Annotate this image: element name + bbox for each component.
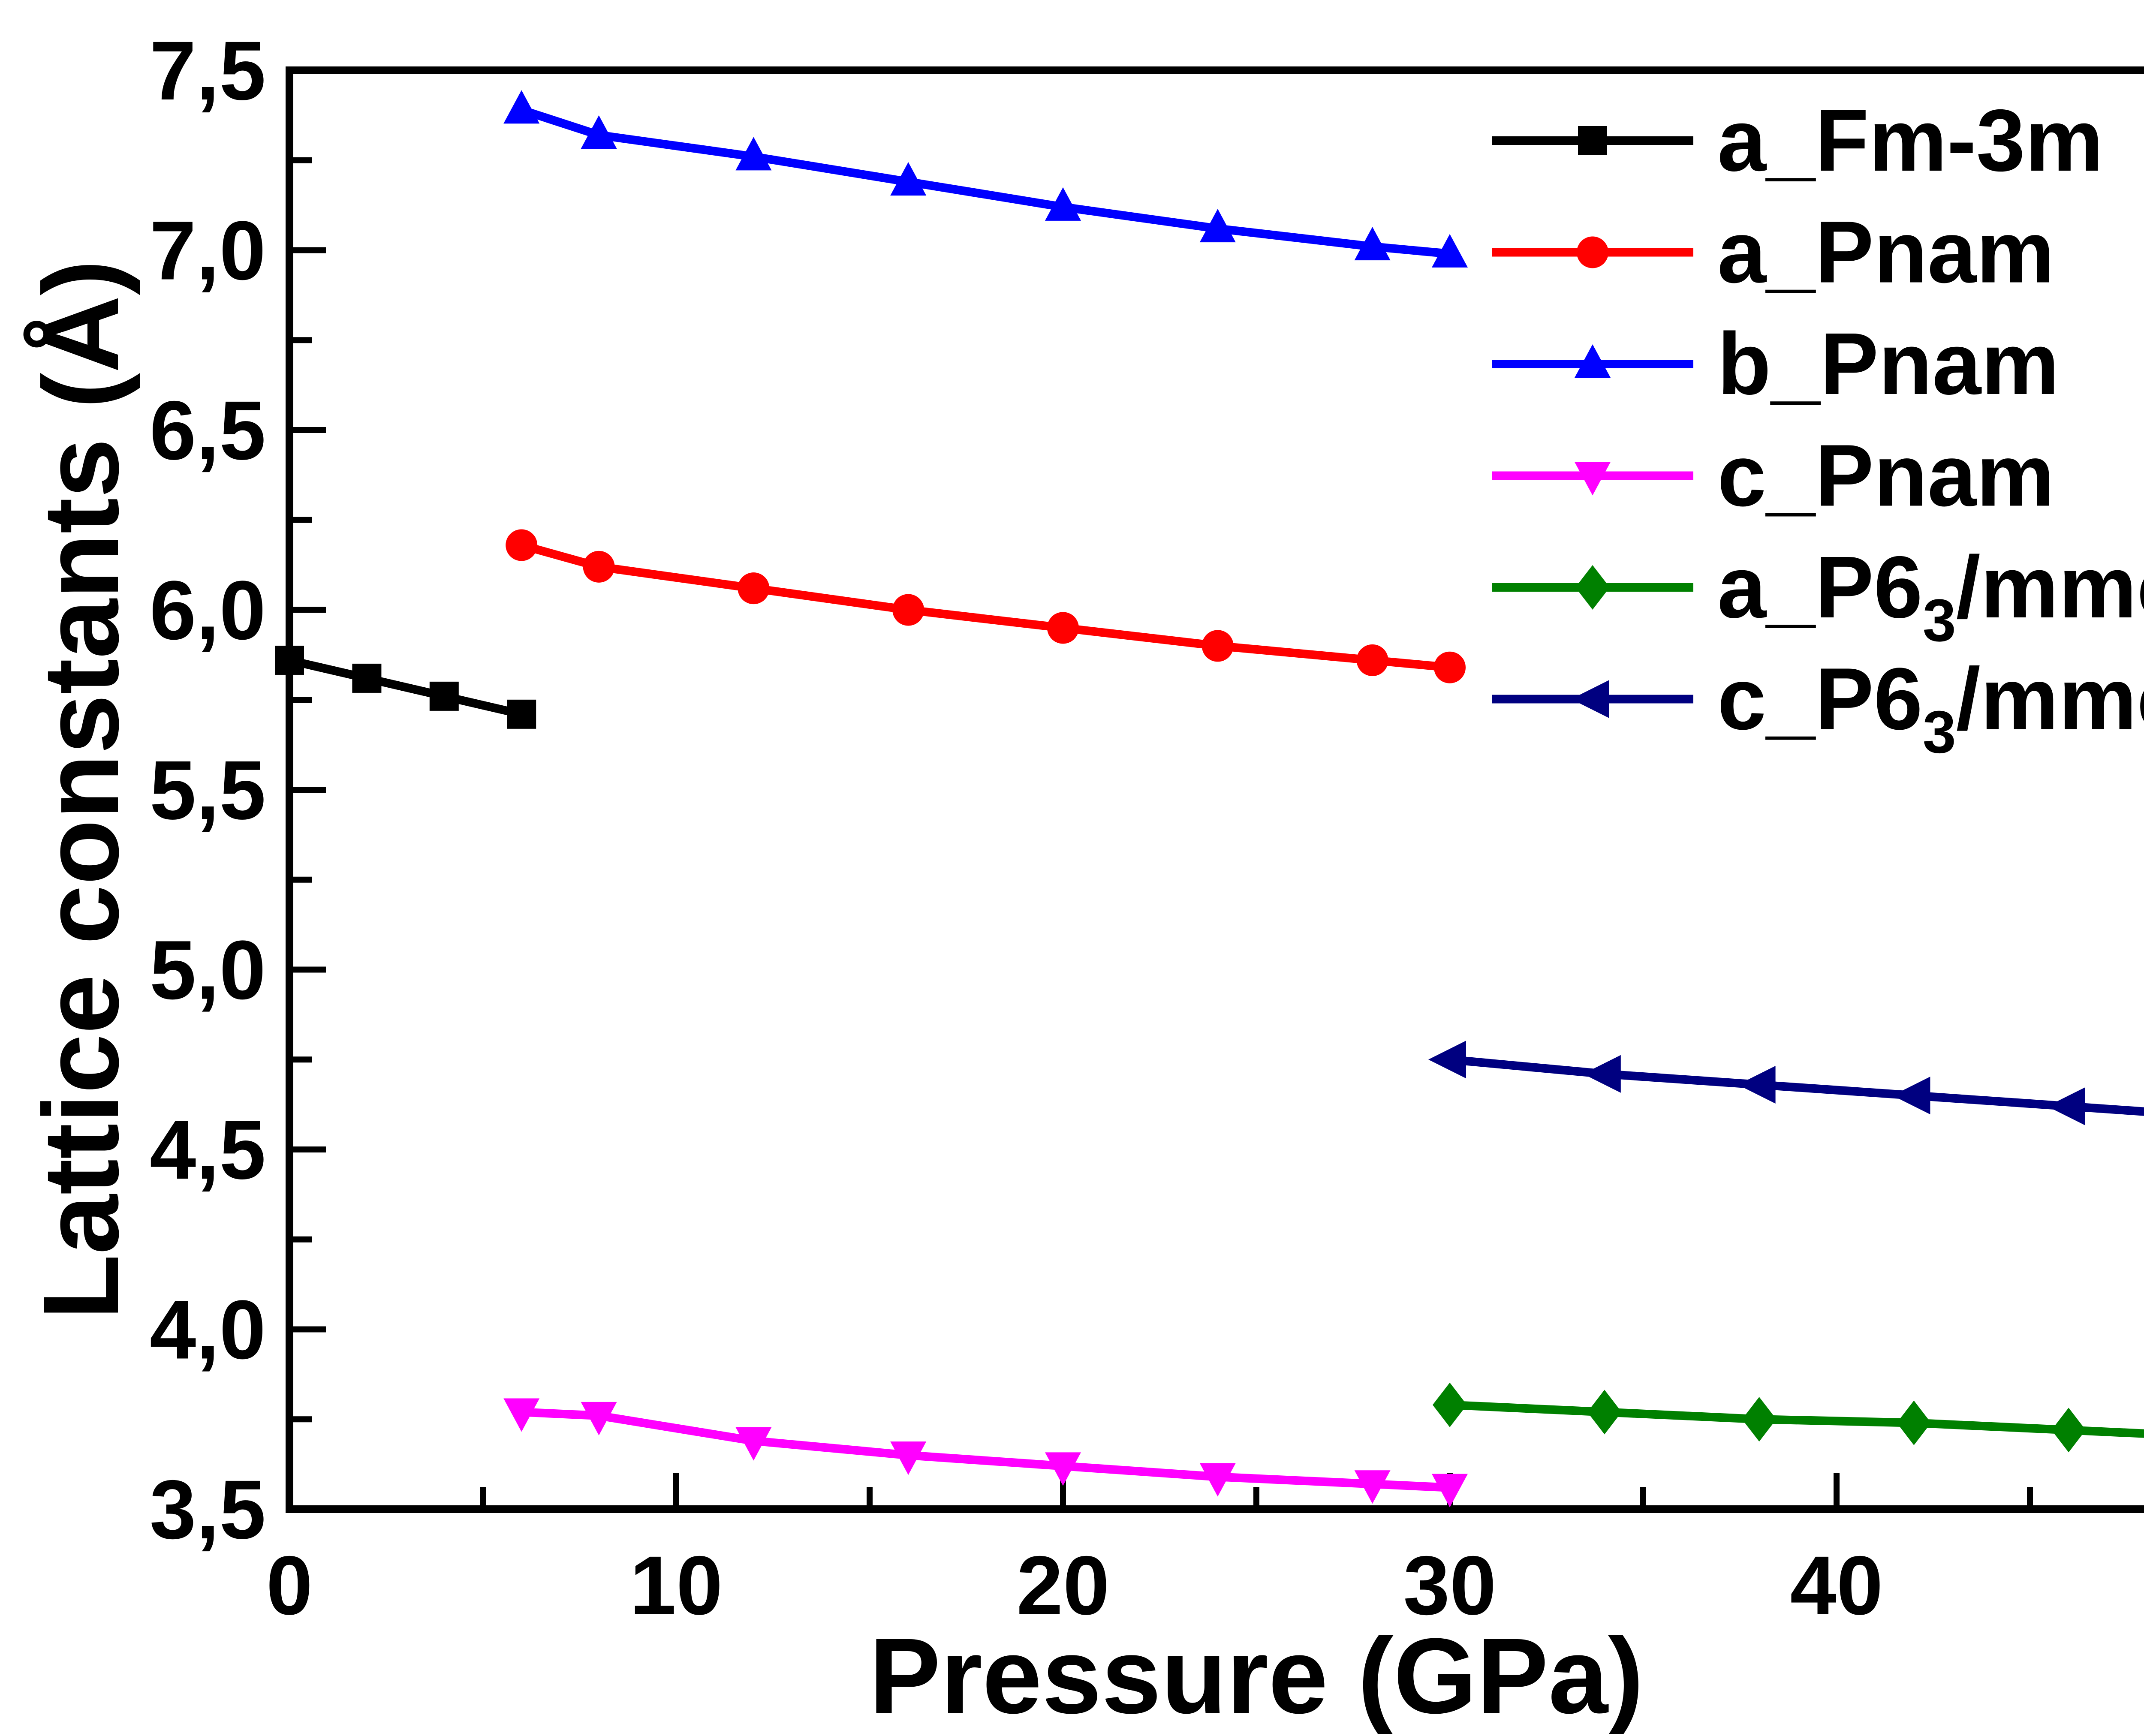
y-tick-label: 5,5 (150, 743, 266, 837)
legend-label: a_Pnam (1717, 203, 2054, 301)
series-c_Pnam-line (521, 1408, 1450, 1492)
series-c_Pnam-marker (1354, 1470, 1391, 1504)
legend-label: a_P63/mmc (1717, 538, 2144, 654)
legend-label: a_Fm-3m (1717, 91, 2103, 190)
series-a_Fm-3m-marker (352, 663, 382, 693)
legend-label: c_P63/mmc (1717, 650, 2144, 766)
series-a_Fm-3m-line (288, 656, 523, 719)
series-b_Pnam-marker (1354, 227, 1391, 261)
series-b_Pnam-line (520, 105, 1450, 258)
legend-marker-diamond (1575, 565, 1610, 610)
legend-marker-triangle-down (1575, 462, 1611, 496)
series-b_Pnam-marker (1045, 187, 1081, 221)
y-tick-label: 6,0 (150, 564, 266, 657)
series-a_Fm-3m-marker (429, 681, 459, 711)
series-b_Pnam-marker (735, 137, 772, 171)
y-tick-label: 7,0 (150, 204, 266, 298)
legend-marker-circle (1577, 236, 1608, 268)
series-c_Pnam (503, 1398, 1468, 1507)
series-c_Pnam-marker (581, 1402, 617, 1435)
legend-entry-a_P63/mmc: a_P63/mmc (1492, 538, 2144, 654)
legend-entry-c_P63/mmc: c_P63/mmc (1492, 650, 2144, 766)
y-tick-label: 5,0 (150, 924, 266, 1017)
series-a_P63/mmc-marker (1433, 1382, 1467, 1427)
series-a_P63/mmc-marker (1897, 1400, 1931, 1445)
legend-marker-triangle-left (1571, 680, 1609, 718)
x-tick-label: 30 (1403, 1539, 1497, 1632)
series-a_Pnam-marker (892, 594, 924, 626)
series-a_Pnam-marker (506, 529, 538, 561)
series-a_Pnam-marker (583, 551, 615, 583)
series-a_Pnam (506, 529, 1466, 683)
legend-entry-b_Pnam: b_Pnam (1492, 315, 2059, 413)
series-a_Pnam-marker (1047, 612, 1079, 644)
legend-marker-square (1578, 126, 1607, 155)
x-tick-label: 0 (266, 1539, 313, 1632)
series-b_Pnam-marker (1199, 209, 1236, 243)
series-c_P63/mmc (1428, 1041, 2144, 1125)
legend-entry-a_Pnam: a_Pnam (1492, 203, 2054, 301)
x-axis-title: Pressure (GPa) (869, 1616, 1644, 1734)
series-b_Pnam-marker (581, 115, 617, 149)
series-b_Pnam (503, 90, 1468, 268)
y-axis-title: Lattice constants (Å) (21, 260, 141, 1320)
legend-label: c_Pnam (1717, 427, 2054, 525)
series-c_P63/mmc-marker (1737, 1065, 1776, 1104)
y-tick-label: 6,5 (150, 384, 266, 477)
y-tick-label: 4,0 (150, 1283, 266, 1377)
series-a_Fm-3m (275, 645, 536, 729)
series-a_Pnam-marker (738, 572, 770, 605)
series-c_Pnam-marker (1045, 1452, 1081, 1486)
series-a_P63/mmc (1433, 1382, 2144, 1453)
series-a_Pnam-marker (1434, 651, 1466, 683)
legend-entry-a_Fm-3m: a_Fm-3m (1492, 91, 2103, 190)
series-a_P63/mmc-marker (1587, 1390, 1622, 1435)
legend-marker-triangle-up (1575, 344, 1611, 378)
series-c_Pnam-marker (1432, 1474, 1468, 1507)
legend-entry-c_Pnam: c_Pnam (1492, 427, 2054, 525)
series-b_Pnam-marker (890, 162, 927, 196)
legend-label: b_Pnam (1717, 315, 2059, 413)
series-a_Fm-3m-marker (507, 699, 536, 729)
x-tick-label: 10 (630, 1539, 723, 1632)
series-b_Pnam-marker (503, 90, 540, 124)
x-tick-label: 40 (1790, 1539, 1883, 1632)
series-a_Pnam-line (520, 541, 1450, 672)
series-c_P63/mmc-line (1449, 1055, 2144, 1116)
y-tick-label: 3,5 (150, 1463, 266, 1556)
series-c_P63/mmc-marker (2047, 1087, 2085, 1125)
series-a_P63/mmc-marker (2051, 1408, 2086, 1453)
y-tick-label: 4,5 (150, 1103, 266, 1197)
series-c_Pnam-marker (890, 1441, 927, 1475)
series-c_Pnam-marker (503, 1398, 540, 1432)
legend: a_Fm-3m a_Pnam b_Pnam c_Pnam a_P63/mmcc_P63/… (1492, 91, 2144, 766)
y-tick-label: 7,5 (150, 24, 266, 117)
series-c_Pnam-marker (735, 1427, 772, 1461)
series-a_Pnam-marker (1356, 644, 1388, 676)
series-c_P63/mmc-marker (1428, 1041, 1466, 1079)
series-a_P63/mmc-marker (1742, 1397, 1777, 1442)
series-b_Pnam-marker (1432, 234, 1468, 268)
series-a_P63/mmc-line (1449, 1400, 2144, 1438)
series-c_Pnam-marker (1199, 1463, 1236, 1497)
series-c_P63/mmc-marker (1583, 1055, 1621, 1093)
series-c_P63/mmc-marker (1892, 1077, 1930, 1115)
x-tick-label: 20 (1017, 1539, 1110, 1632)
series-a_Fm-3m-marker (275, 645, 304, 675)
series-a_Pnam-marker (1201, 630, 1234, 662)
